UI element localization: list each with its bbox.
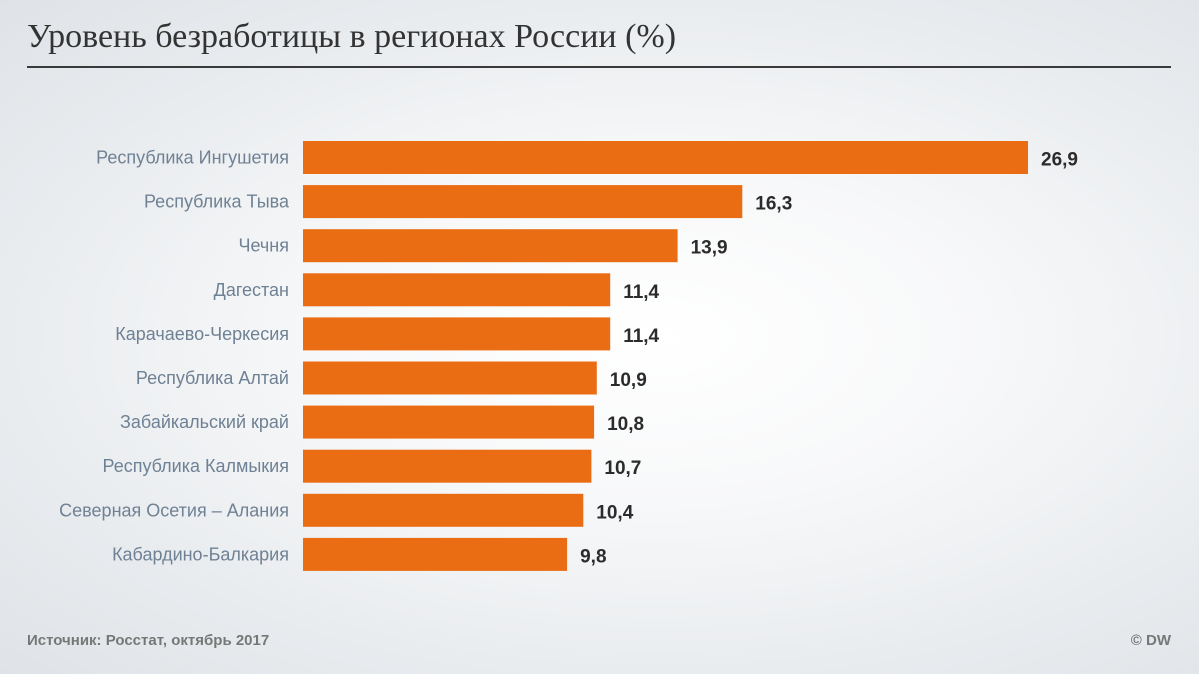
category-label-5: Карачаево-Черкесия: [115, 324, 289, 344]
value-label-2: 16,3: [755, 194, 792, 215]
source-note: Источник: Росстат, октябрь 2017: [27, 632, 270, 649]
value-label-8: 10,7: [604, 458, 641, 479]
bar-6: [303, 361, 597, 395]
bar-9: [303, 493, 584, 527]
value-label-1: 26,9: [1041, 150, 1078, 171]
value-label-5: 11,4: [623, 326, 659, 347]
value-label-7: 10,8: [607, 414, 644, 435]
category-label-3: Чечня: [239, 236, 289, 256]
category-label-9: Северная Осетия – Алания: [59, 500, 289, 520]
bar-5: [303, 317, 611, 351]
bar-2: [303, 185, 743, 219]
value-label-4: 11,4: [623, 282, 659, 303]
title-divider: [27, 66, 1171, 68]
chart-title: Уровень безработицы в регионах России (%…: [27, 18, 677, 55]
category-label-7: Забайкальский край: [120, 412, 289, 432]
value-label-3: 13,9: [691, 238, 728, 259]
bar-1: [303, 141, 1028, 174]
category-label-2: Республика Тыва: [144, 192, 290, 212]
value-label-10: 9,8: [580, 546, 606, 567]
category-label-8: Республика Калмыкия: [102, 456, 289, 476]
copyright-credit: © DW: [1130, 632, 1171, 649]
bar-4: [303, 273, 611, 307]
category-label-6: Республика Алтай: [136, 368, 289, 388]
category-label-10: Кабардино-Балкария: [112, 544, 289, 564]
bar-8: [303, 449, 592, 483]
category-label-1: Республика Ингушетия: [96, 148, 289, 168]
value-label-6: 10,9: [610, 370, 647, 391]
value-label-9: 10,4: [596, 502, 633, 523]
category-label-4: Дагестан: [214, 280, 289, 300]
bar-3: [303, 229, 678, 263]
bar-10: [303, 537, 568, 571]
bar-7: [303, 405, 595, 439]
